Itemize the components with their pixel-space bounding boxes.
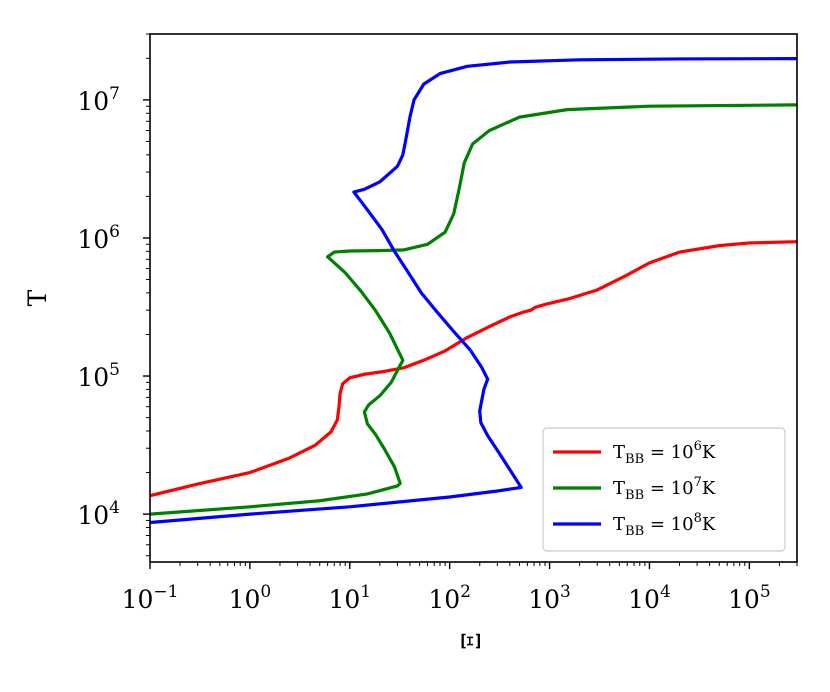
series-line-2 bbox=[150, 103, 797, 516]
x-tick-label: 104 bbox=[628, 582, 671, 614]
y-tick-label: 105 bbox=[77, 360, 120, 392]
x-tick-label: 105 bbox=[728, 582, 771, 614]
y-tick-label: 106 bbox=[77, 222, 120, 254]
plot-frame bbox=[149, 33, 798, 563]
y-tick-label: 107 bbox=[77, 84, 120, 116]
y-axis: 104 105 106 107 bbox=[77, 33, 150, 557]
legend-box bbox=[542, 427, 786, 552]
x-tick-label: 100 bbox=[229, 582, 272, 614]
x-axis-label: Ξ bbox=[457, 632, 486, 650]
x-tick-label: 10−1 bbox=[122, 582, 179, 614]
y-axis-label: T bbox=[23, 289, 52, 306]
legend-entry-label: TBB = 106K bbox=[613, 439, 716, 467]
series-line-1 bbox=[150, 240, 797, 498]
legend-entry-label: TBB = 107K bbox=[613, 475, 716, 503]
x-tick-label: 101 bbox=[328, 582, 371, 614]
y-tick-label: 104 bbox=[77, 498, 120, 530]
x-axis: 10−1 100 101 102 103 104 105 bbox=[122, 562, 798, 614]
series-layer bbox=[150, 57, 797, 525]
x-tick-label: 103 bbox=[528, 582, 571, 614]
legend: TBB = 106K TBB = 107K TBB = 108K bbox=[542, 427, 786, 552]
series-line-3 bbox=[150, 57, 797, 525]
x-tick-label: 102 bbox=[428, 582, 471, 614]
legend-entry-label: TBB = 108K bbox=[613, 511, 716, 539]
